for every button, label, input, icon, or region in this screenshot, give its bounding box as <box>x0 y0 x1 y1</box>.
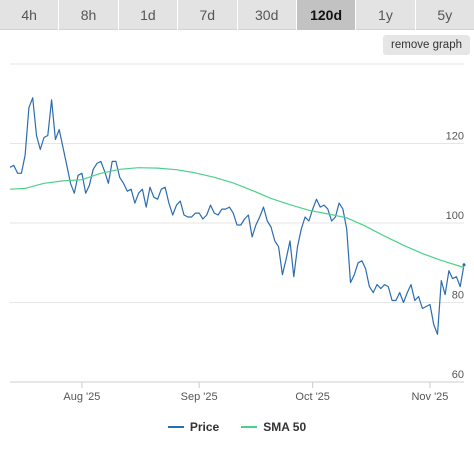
legend-item-price[interactable]: Price <box>167 420 220 434</box>
y-tick-label: 120 <box>446 131 464 143</box>
chart-legend: Price SMA 50 <box>0 420 474 434</box>
x-tick-label: Oct '25 <box>295 391 330 403</box>
tab-5y[interactable]: 5y <box>437 7 453 23</box>
legend-swatch-price <box>167 426 184 428</box>
legend-label-price: Price <box>189 420 220 434</box>
price-line <box>9 97 465 335</box>
y-tick-label: 100 <box>446 210 464 222</box>
tab-4h[interactable]: 4h <box>0 0 60 30</box>
legend-label-sma: SMA 50 <box>263 420 307 434</box>
y-tick-label: 80 <box>452 290 464 302</box>
legend-item-sma[interactable]: SMA 50 <box>241 420 306 434</box>
tab-120d[interactable]: 120d <box>296 0 357 30</box>
x-tick-label: Nov '25 <box>411 391 448 403</box>
remove-graph-button[interactable]: remove graph <box>383 35 470 55</box>
tab-1y[interactable]: 1y <box>356 0 416 30</box>
legend-swatch-sma <box>241 426 258 428</box>
tab-7d[interactable]: 7d <box>178 0 238 30</box>
sma-50-line <box>9 167 465 269</box>
x-tick-label: Sep '25 <box>181 391 218 403</box>
y-tick-label: 60 <box>452 369 464 381</box>
timeframe-tabs: 4h 8h 1d 7d 30d 120d 1y 5y <box>0 0 474 30</box>
x-tick-label: Aug '25 <box>63 391 100 403</box>
tab-30d[interactable]: 30d <box>238 0 297 30</box>
last-price-point <box>462 263 466 267</box>
price-chart: 60 80 100 120 Aug '25 Sep '25 Oct '25 Nov '25 <box>9 63 466 403</box>
tab-1d[interactable]: 1d <box>119 0 179 30</box>
tab-8h[interactable]: 8h <box>59 0 119 30</box>
